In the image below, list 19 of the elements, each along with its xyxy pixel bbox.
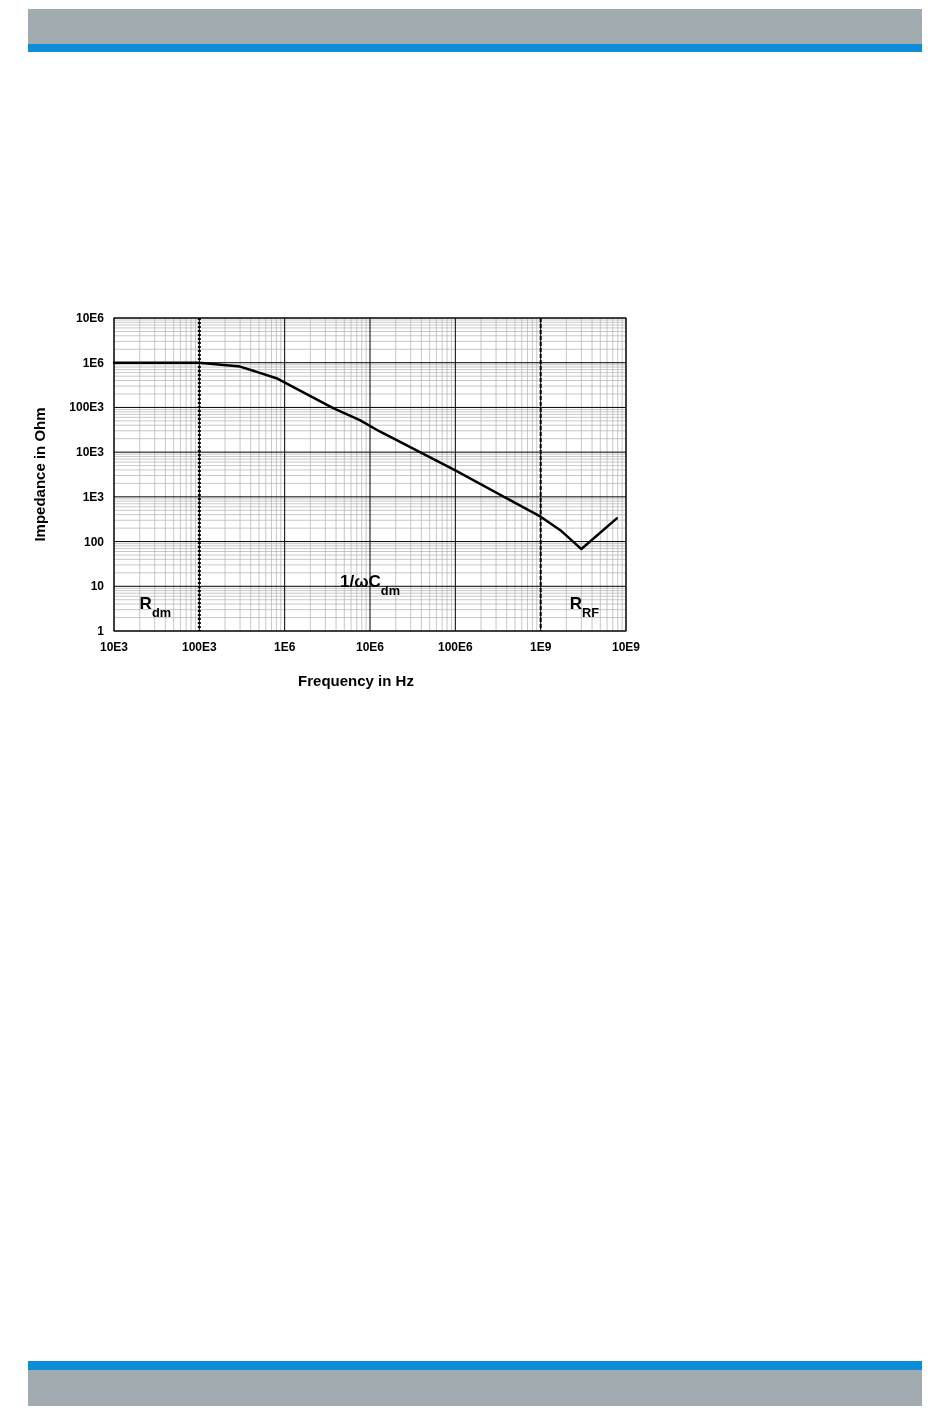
y-tick-label: 100 — [83, 534, 105, 549]
y-tick-label: 1E3 — [82, 489, 105, 504]
annotation: R$_{RF}$ — [569, 594, 600, 620]
y-tick-label: 100E3 — [69, 400, 105, 415]
x-tick-label: 10E3 — [99, 640, 129, 654]
x-tick-label: 10E9 — [611, 640, 641, 654]
x-tick-label: 100E3 — [181, 640, 218, 654]
y-tick-label: 1 — [97, 624, 105, 638]
x-axis-title: Frequency in Hz — [298, 672, 414, 689]
y-tick-label: 10 — [90, 579, 105, 594]
y-axis-title: Impedance in Ohm — [31, 407, 48, 542]
y-tick-label: 10E3 — [75, 445, 105, 460]
x-tick-label: 10E6 — [355, 640, 385, 654]
y-tick-label: 1E6 — [82, 355, 105, 370]
x-tick-label: 100E6 — [437, 640, 474, 654]
x-tick-label: 1E6 — [273, 640, 296, 654]
y-tick-label: 10E6 — [75, 311, 105, 325]
annotation: R$_{dm}$ — [139, 594, 172, 620]
x-tick-label: 1E9 — [529, 640, 552, 654]
